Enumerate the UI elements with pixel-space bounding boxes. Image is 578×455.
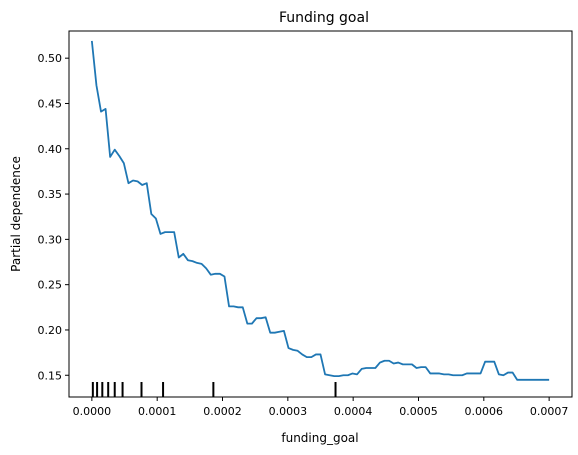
- y-tick-label: 0.20: [38, 324, 63, 337]
- y-tick-label: 0.40: [38, 143, 63, 156]
- x-tick-label: 0.0001: [138, 405, 177, 418]
- y-tick-label: 0.15: [38, 369, 63, 382]
- y-tick-label: 0.30: [38, 233, 63, 246]
- x-tick-label: 0.0005: [399, 405, 438, 418]
- x-tick-label: 0.0002: [203, 405, 242, 418]
- x-tick-label: 0.0003: [269, 405, 308, 418]
- chart-title: Funding goal: [279, 10, 369, 26]
- x-axis-label: funding_goal: [281, 431, 358, 445]
- series-line: [90, 40, 550, 381]
- y-tick-label: 0.45: [38, 97, 63, 110]
- y-axis-label: Partial dependence: [9, 156, 23, 272]
- x-tick-label: 0.0000: [73, 405, 112, 418]
- y-tick-label: 0.50: [38, 52, 63, 65]
- x-tick-label: 0.0006: [465, 405, 504, 418]
- y-tick-label: 0.25: [38, 279, 63, 292]
- x-tick-label: 0.0007: [530, 405, 569, 418]
- y-tick-label: 0.35: [38, 188, 63, 201]
- x-tick-label: 0.0004: [334, 405, 373, 418]
- plot-area: 0.0000 0.0001 0.0002 0.0003 0.0004 0.0005 0.00…: [38, 40, 569, 418]
- axes-frame: [68, 30, 573, 398]
